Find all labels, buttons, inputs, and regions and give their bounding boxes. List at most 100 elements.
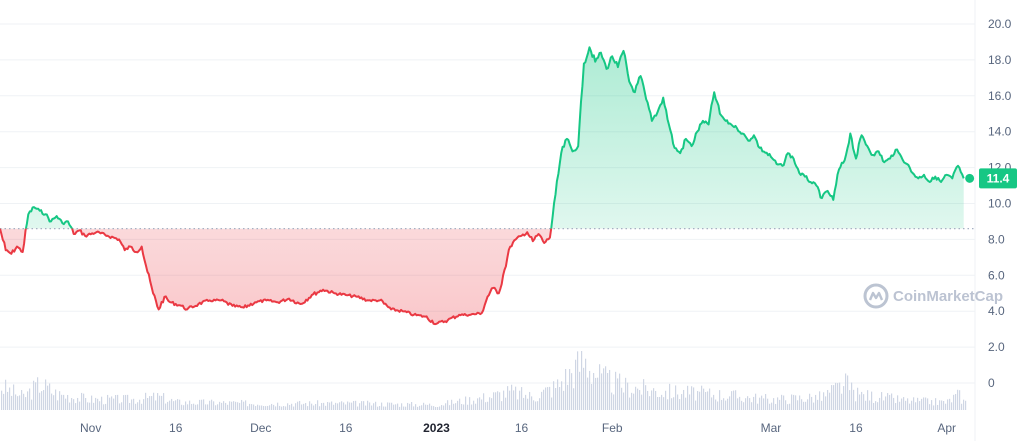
volume-bar [127,394,129,410]
volume-bar [159,395,161,410]
volume-bar [645,385,647,410]
volume-bar [219,401,221,410]
volume-bar [29,388,31,410]
volume-bar [269,405,271,410]
price-line-down [0,228,553,326]
volume-bar [601,373,603,410]
volume-bar [485,402,487,410]
volume-bar [655,390,657,410]
volume-bar [705,391,707,410]
volume-bar [695,400,697,410]
volume-bar [373,403,375,410]
current-price-label: 11.4 [987,171,1010,185]
volume-bar [683,389,685,410]
volume-bar [83,393,85,410]
volume-bar [773,398,775,410]
volume-bar [945,403,947,410]
volume-bar [85,398,87,410]
volume-bar [495,392,497,410]
x-tick-label: Dec [250,421,271,435]
volume-bar [631,392,633,410]
volume-bar [111,396,113,410]
volume-bar [391,402,393,410]
volume-bar [203,399,205,410]
volume-bar [215,405,217,410]
x-tick-label: 16 [169,421,183,435]
volume-bar [397,403,399,410]
volume-bar [577,351,579,410]
volume-bar [331,401,333,410]
volume-bar [465,396,467,410]
volume-bar [579,371,581,410]
volume-bar [497,391,499,410]
volume-bar [95,397,97,410]
y-tick-label: 18.0 [988,53,1012,67]
volume-bar [729,396,731,410]
volume-bar [229,401,231,410]
volume-bar [603,368,605,410]
volume-bar [743,402,745,410]
current-price-badge-box [979,168,1017,189]
volume-bar [921,398,923,410]
volume-bar [349,402,351,410]
volume-bar [469,397,471,410]
volume-bar [541,391,543,410]
volume-bar [409,403,411,410]
volume-bar [307,406,309,410]
y-tick-label: 16.0 [988,89,1012,103]
volume-bar [881,392,883,410]
volume-bar [325,405,327,410]
volume-bar [509,390,511,410]
volume-bar [623,392,625,410]
x-tick-label: Apr [937,421,956,435]
volume-bar [491,398,493,410]
volume-bar [283,406,285,410]
volume-bar [703,388,705,410]
volume-bar [279,405,281,410]
volume-bar [741,400,743,410]
volume-bar [479,397,481,410]
volume-bar [539,398,541,410]
volume-bar [777,397,779,410]
volume-bar [723,398,725,410]
volume-bar [849,390,851,410]
volume-bar [803,401,805,410]
volume-bar [515,386,517,410]
volume-bar [59,391,61,410]
volume-bar [709,388,711,410]
volume-bar [225,402,227,410]
volume-bar [175,400,177,410]
volume-bar [231,401,233,410]
volume-bar [829,392,831,410]
volume-bar [813,402,815,410]
x-tick-label: 16 [339,421,353,435]
volume-bar [737,398,739,410]
volume-bar [733,390,735,410]
x-tick-label: 16 [515,421,529,435]
volume-bar [483,393,485,410]
volume-bar [47,385,49,410]
volume-bar [299,400,301,410]
volume-bar [929,404,931,410]
volume-bar [387,402,389,410]
volume-bar [255,406,257,410]
volume-bar [405,406,407,410]
volume-bar [401,403,403,410]
volume-bar [931,400,933,410]
volume-bar [57,400,59,410]
volume-bar [955,394,957,410]
volume-bar [689,394,691,410]
volume-bar [427,404,429,410]
volume-bar [463,404,465,410]
volume-bar [843,386,845,410]
volume-bar [103,404,105,410]
price-area [0,47,964,325]
volume-bar [887,393,889,410]
volume-bar [761,395,763,410]
volume-bar [421,405,423,410]
volume-bar [227,404,229,410]
volume-bar [681,394,683,410]
volume-bar [749,398,751,410]
volume-bar [513,390,515,410]
volume-bar [407,402,409,410]
